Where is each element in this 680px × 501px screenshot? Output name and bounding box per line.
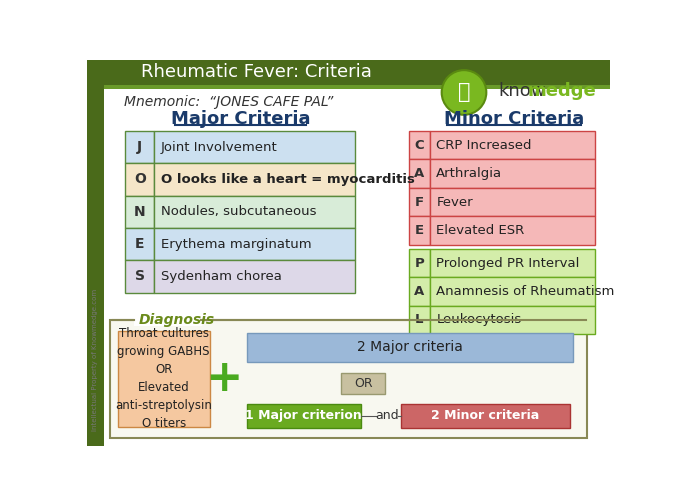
FancyBboxPatch shape: [125, 131, 154, 163]
FancyBboxPatch shape: [247, 403, 361, 428]
Text: CRP Increased: CRP Increased: [437, 139, 532, 152]
Ellipse shape: [442, 70, 486, 115]
FancyBboxPatch shape: [409, 216, 430, 245]
Text: Elevated ESR: Elevated ESR: [437, 224, 524, 237]
FancyBboxPatch shape: [103, 85, 611, 89]
Text: Joint Involvement: Joint Involvement: [160, 141, 277, 154]
Text: C: C: [415, 139, 424, 152]
Text: E: E: [415, 224, 424, 237]
Text: Prolonged PR Interval: Prolonged PR Interval: [437, 257, 579, 270]
FancyBboxPatch shape: [409, 188, 430, 216]
Text: N: N: [134, 205, 146, 219]
FancyBboxPatch shape: [401, 403, 571, 428]
FancyBboxPatch shape: [118, 331, 210, 427]
FancyBboxPatch shape: [341, 373, 386, 394]
Text: Leukocytosis: Leukocytosis: [437, 314, 522, 327]
FancyBboxPatch shape: [409, 159, 430, 188]
Text: medge: medge: [528, 82, 596, 100]
Text: S: S: [135, 270, 145, 284]
FancyBboxPatch shape: [430, 216, 595, 245]
FancyBboxPatch shape: [409, 277, 430, 306]
FancyBboxPatch shape: [409, 131, 430, 159]
Text: Rheumatic Fever: Criteria: Rheumatic Fever: Criteria: [141, 64, 371, 82]
FancyBboxPatch shape: [125, 261, 154, 293]
FancyBboxPatch shape: [154, 195, 355, 228]
Text: P: P: [415, 257, 424, 270]
FancyBboxPatch shape: [430, 249, 595, 277]
FancyBboxPatch shape: [154, 131, 355, 163]
Text: Fever: Fever: [437, 196, 473, 209]
FancyBboxPatch shape: [430, 277, 595, 306]
Text: 2 Minor criteria: 2 Minor criteria: [431, 409, 540, 422]
FancyBboxPatch shape: [247, 333, 573, 362]
FancyBboxPatch shape: [154, 261, 355, 293]
Text: J: J: [137, 140, 142, 154]
Text: Anamnesis of Rheumatism: Anamnesis of Rheumatism: [437, 285, 615, 298]
FancyBboxPatch shape: [135, 315, 202, 326]
Text: Erythema marginatum: Erythema marginatum: [160, 237, 311, 250]
FancyBboxPatch shape: [430, 159, 595, 188]
Text: Intellectual Property of Knowmedge.com: Intellectual Property of Knowmedge.com: [92, 290, 98, 431]
Text: Arthralgia: Arthralgia: [437, 167, 503, 180]
FancyBboxPatch shape: [430, 188, 595, 216]
Text: 2 Major criteria: 2 Major criteria: [357, 340, 463, 354]
Text: Minor Criteria: Minor Criteria: [444, 110, 584, 128]
Text: Sydenham chorea: Sydenham chorea: [160, 270, 282, 283]
Text: O looks like a heart = myocarditis: O looks like a heart = myocarditis: [160, 173, 415, 186]
FancyBboxPatch shape: [154, 163, 355, 195]
FancyBboxPatch shape: [430, 131, 595, 159]
Text: A: A: [414, 285, 424, 298]
Text: know: know: [498, 82, 546, 100]
Text: O: O: [134, 172, 146, 186]
Text: F: F: [415, 196, 424, 209]
Text: 👨: 👨: [458, 83, 471, 103]
FancyBboxPatch shape: [87, 60, 103, 446]
Text: Major Criteria: Major Criteria: [171, 110, 311, 128]
Text: +: +: [205, 357, 243, 400]
FancyBboxPatch shape: [154, 228, 355, 261]
Text: OR: OR: [354, 377, 373, 390]
Text: E: E: [135, 237, 145, 251]
Text: Nodules, subcutaneous: Nodules, subcutaneous: [160, 205, 316, 218]
FancyBboxPatch shape: [109, 320, 588, 438]
FancyBboxPatch shape: [125, 163, 154, 195]
Text: Mnemonic:  “JONES CAFE PAL”: Mnemonic: “JONES CAFE PAL”: [124, 95, 333, 109]
FancyBboxPatch shape: [409, 306, 430, 334]
Text: L: L: [415, 314, 424, 327]
Text: Diagnosis: Diagnosis: [138, 314, 214, 327]
FancyBboxPatch shape: [125, 195, 154, 228]
Text: Throat cultures
growing GABHS
OR
Elevated
anti-streptolysin
O titers: Throat cultures growing GABHS OR Elevate…: [116, 327, 212, 430]
FancyBboxPatch shape: [409, 249, 430, 277]
FancyBboxPatch shape: [103, 60, 611, 85]
FancyBboxPatch shape: [125, 228, 154, 261]
Text: 1 Major criterion: 1 Major criterion: [245, 409, 362, 422]
FancyBboxPatch shape: [430, 306, 595, 334]
Text: and: and: [375, 409, 398, 422]
Text: A: A: [414, 167, 424, 180]
